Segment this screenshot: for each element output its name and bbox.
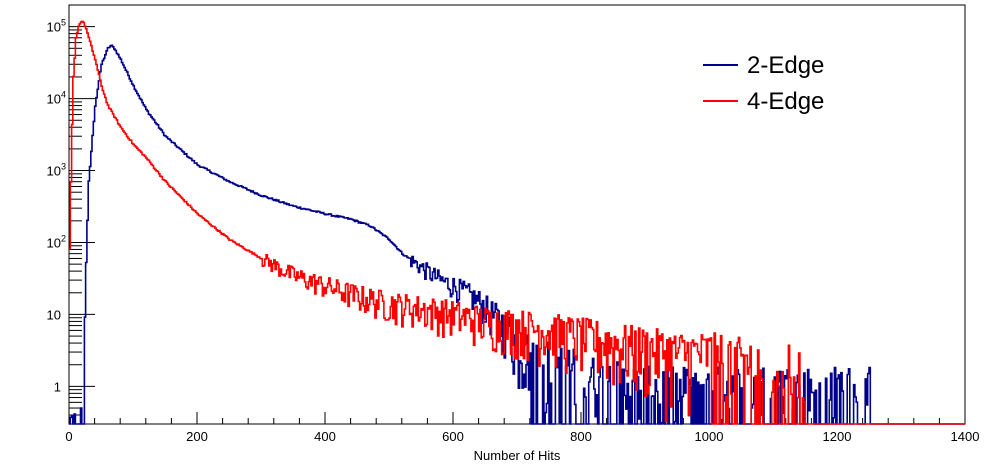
- y-tick-label: 103: [47, 162, 66, 179]
- x-tick-label: 0: [65, 429, 72, 444]
- x-tick-label: 200: [186, 429, 208, 444]
- y-tick-label: 10: [47, 307, 61, 322]
- series-2-edge: [69, 44, 965, 425]
- x-axis-title: Number of Hits: [474, 448, 561, 463]
- x-tick-label: 400: [314, 429, 336, 444]
- legend-label: 4-Edge: [747, 88, 824, 115]
- x-tick-label: 800: [570, 429, 592, 444]
- x-tick-label: 1200: [823, 429, 852, 444]
- x-tick-label: 1000: [695, 429, 724, 444]
- series-line-2-edge: [69, 44, 965, 425]
- y-tick-label: 104: [47, 90, 66, 107]
- legend: 2-Edge 4-Edge: [703, 52, 824, 115]
- series-line-4-edge: [69, 20, 965, 425]
- y-axis: 1 10 102 103 104 105: [47, 4, 95, 425]
- y-tick-label: 102: [47, 233, 66, 250]
- x-tick-label: 1400: [951, 429, 980, 444]
- legend-label: 2-Edge: [747, 52, 824, 79]
- y-tick-label: 1: [54, 379, 61, 394]
- series-4-edge: [69, 20, 965, 425]
- x-axis: 0 200 400 600 800 1000 1200 1400: [65, 412, 979, 444]
- plot-frame: [68, 4, 966, 425]
- x-tick-label: 600: [442, 429, 464, 444]
- plot-series: [69, 20, 965, 425]
- y-tick-label: 105: [47, 18, 66, 35]
